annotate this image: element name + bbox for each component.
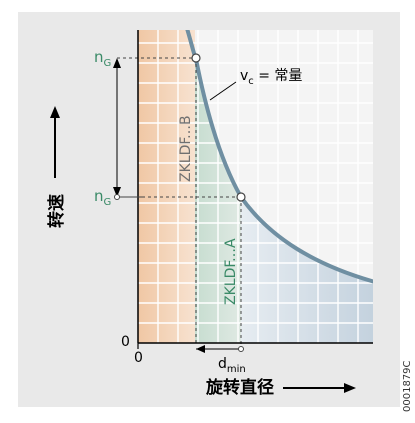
x-axis-label: 旋转直径 xyxy=(205,377,274,398)
ng-upper-label: nG xyxy=(94,48,111,69)
orange-region xyxy=(138,30,195,343)
figure-id: 0001879C xyxy=(402,360,413,412)
band-a-label: ZKLDF.‥A xyxy=(223,238,239,305)
band-b-label: ZKLDF.‥B xyxy=(178,115,194,182)
ng-lower-label: nG xyxy=(94,187,111,208)
y-axis-label: 转速 xyxy=(46,194,67,228)
plot-area xyxy=(138,30,373,343)
curve-label-leader xyxy=(209,81,237,101)
curve-label: vc = 常量 xyxy=(240,68,302,87)
x-origin-label: 0 xyxy=(134,350,143,366)
dmin-label: dmin xyxy=(218,356,246,375)
point-a xyxy=(236,192,246,202)
y-origin-label: 0 xyxy=(121,334,130,350)
grid xyxy=(138,30,373,343)
point-b xyxy=(191,53,201,63)
